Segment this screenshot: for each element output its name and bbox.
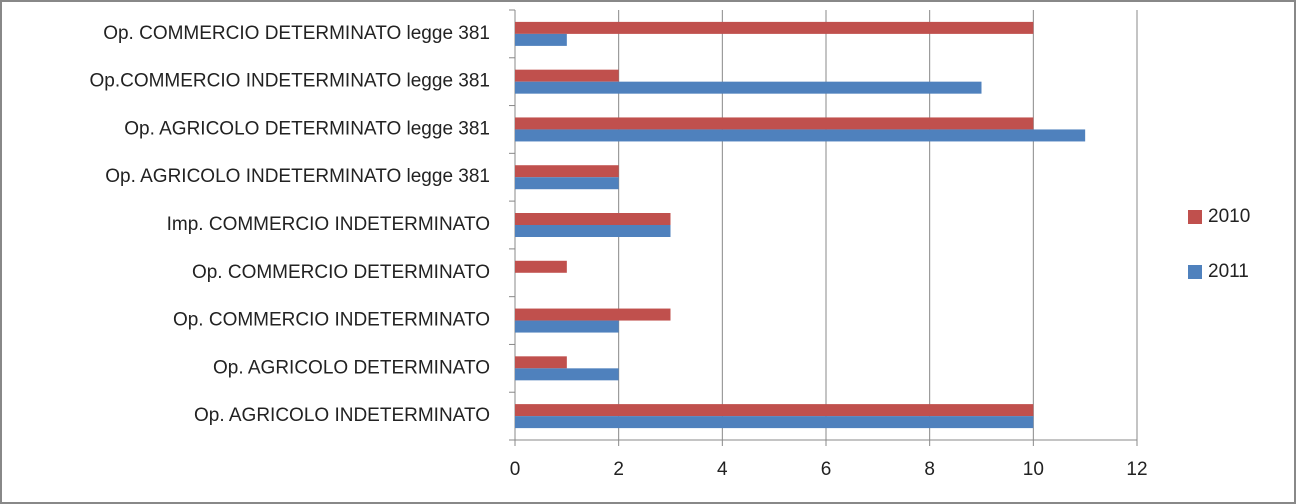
- y-tick-label: Op. AGRICOLO DETERMINATO: [213, 357, 490, 378]
- y-tick-label: Op. COMMERCIO DETERMINATO legge 381: [103, 23, 490, 44]
- bar: [515, 356, 567, 369]
- bar: [515, 225, 671, 237]
- bar: [515, 21, 1034, 34]
- x-tick-label: 4: [717, 459, 728, 480]
- bar: [515, 213, 671, 225]
- bar: [515, 33, 567, 46]
- bar: [515, 117, 1034, 130]
- bar: [515, 177, 619, 190]
- bar: [515, 308, 671, 321]
- bar: [515, 129, 1086, 142]
- y-tick-label: Op. AGRICOLO DETERMINATO legge 381: [124, 118, 490, 139]
- bar: [515, 69, 619, 82]
- bar: [515, 368, 619, 381]
- x-tick-label: 8: [924, 459, 935, 480]
- y-tick-label: Op. AGRICOLO INDETERMINATO: [194, 405, 490, 426]
- y-tick-label: Op. AGRICOLO INDETERMINATO legge 381: [105, 166, 490, 187]
- x-tick-label: 2: [613, 459, 624, 480]
- bar: [515, 81, 982, 94]
- bar: [515, 416, 1034, 429]
- legend-swatch: [1188, 210, 1202, 224]
- y-tick-label: Op. COMMERCIO DETERMINATO: [192, 262, 490, 283]
- y-tick-label: Op. COMMERCIO INDETERMINATO: [173, 310, 490, 331]
- legend-label: 2010: [1208, 206, 1250, 227]
- y-tick-label: Imp. COMMERCIO INDETERMINATO: [167, 214, 490, 235]
- x-tick-label: 0: [510, 459, 521, 480]
- legend-swatch: [1188, 265, 1202, 279]
- bar: [515, 320, 619, 333]
- bar: [515, 165, 619, 178]
- bar: [515, 404, 1034, 417]
- y-tick-label: Op.COMMERCIO INDETERMINATO legge 381: [89, 71, 490, 92]
- legend-label: 2011: [1208, 261, 1249, 282]
- x-tick-label: 12: [1126, 459, 1147, 480]
- x-tick-label: 6: [821, 459, 832, 480]
- bar: [515, 260, 567, 273]
- x-tick-label: 10: [1023, 459, 1044, 480]
